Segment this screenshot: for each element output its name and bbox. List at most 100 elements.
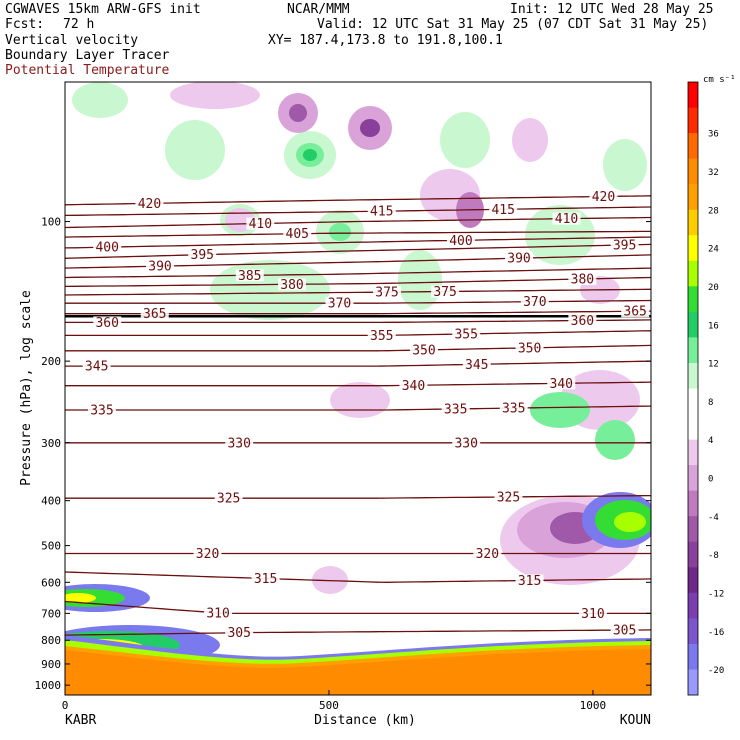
colorbar: 36 32 28 24 20 16 12 8 4 0 -4 -8 -12 -16 -20 — [687, 81, 724, 696]
theta-contour-line — [65, 243, 651, 259]
theta-contour-label: 320 — [476, 547, 499, 562]
theta-contour-label: 345 — [465, 358, 488, 373]
y-tick-label: 700 — [41, 607, 61, 620]
colorbar-swatch — [688, 133, 698, 160]
theta-label-bg — [225, 626, 254, 639]
theta-contour-label: 335 — [90, 404, 113, 419]
theta-contour-label: 400 — [95, 241, 118, 256]
left-tongue — [65, 593, 96, 603]
theta-label-bg — [446, 234, 475, 247]
colorbar-label: 32 — [708, 168, 719, 178]
field-boundary-layer-tracer: Boundary Layer Tracer — [5, 48, 170, 63]
colorbar-label: 20 — [708, 283, 719, 293]
theta-contour-label: 420 — [592, 190, 615, 205]
theta-contour-label: 345 — [85, 360, 108, 375]
theta-label-bg — [93, 241, 122, 254]
theta-label-bg — [225, 436, 254, 449]
x-axis-label: Distance (km) — [314, 713, 416, 728]
theta-label-bg — [610, 238, 639, 251]
colorbar-swatch — [688, 414, 698, 441]
theta-contour-label: 340 — [550, 377, 573, 392]
colorbar-swatch — [688, 158, 698, 185]
downdraft-blob — [360, 119, 380, 137]
theta-contour-line — [65, 405, 651, 411]
theta-contour-label: 365 — [143, 307, 166, 322]
theta-contour-label: 415 — [491, 203, 514, 218]
colorbar-label: -12 — [708, 589, 724, 599]
y-tick-label: 300 — [41, 437, 61, 450]
colorbar-swatch — [688, 643, 698, 670]
colorbar-swatch — [688, 286, 698, 313]
colorbar-swatch — [688, 592, 698, 619]
theta-label-bg — [93, 316, 122, 329]
colorbar-label: -20 — [708, 666, 724, 676]
colorbar-swatch — [688, 184, 698, 211]
theta-contour-label: 395 — [613, 238, 636, 253]
colorbar-swatch — [688, 107, 698, 134]
theta-contour-labels: 420 420 415 415 410 410 405 400 400 395 395 390 390 3… — [82, 190, 650, 641]
colorbar-swatch — [688, 567, 698, 594]
theta-contour-line — [65, 360, 651, 367]
theta-label-bg — [499, 402, 528, 415]
theta-label-bg — [489, 203, 518, 216]
updraft-region — [530, 392, 590, 428]
theta-contour-line — [65, 319, 651, 324]
theta-contour-label: 355 — [370, 329, 393, 344]
plot-frame — [64, 81, 652, 696]
colorbar-swatch — [688, 235, 698, 262]
theta-contour-label: 390 — [148, 260, 171, 275]
theta-label-bg — [214, 492, 243, 505]
updraft-blob — [303, 149, 317, 161]
theta-contour-label: 315 — [254, 572, 277, 587]
theta-label-bg — [568, 272, 597, 285]
theta-contour-label: 360 — [571, 314, 594, 329]
theta-label-bg — [409, 343, 438, 356]
theta-contour-label: 360 — [95, 316, 118, 331]
y-tick-label: 800 — [41, 634, 61, 647]
colorbar-label: -8 — [708, 551, 719, 561]
y-tick-label: 500 — [41, 540, 61, 553]
theta-label-bg — [283, 227, 312, 240]
theta-contour-label: 395 — [191, 248, 214, 263]
field-vertical-velocity: Vertical velocity — [5, 33, 139, 48]
theta-contour-line — [65, 330, 651, 337]
theta-contour-line — [65, 600, 651, 615]
colorbar-label: 28 — [708, 206, 719, 216]
theta-contour-label: 405 — [286, 227, 309, 242]
colorbar-swatch — [688, 388, 698, 415]
theta-contour-label: 310 — [206, 606, 229, 621]
field-potential-temperature: Potential Temperature — [5, 63, 170, 78]
theta-label-bg — [441, 402, 470, 415]
colorbar-label: -4 — [708, 513, 719, 523]
theta-contour-line — [65, 299, 651, 304]
colorbar-swatch — [688, 541, 698, 568]
colorbar-unit: cm s⁻¹ — [703, 75, 736, 85]
theta-label-bg — [140, 307, 169, 320]
theta-contour-line — [65, 276, 651, 288]
updraft-blob — [72, 82, 128, 118]
fcst-value: 72 h — [63, 17, 95, 32]
y-tick-label: 600 — [41, 576, 61, 589]
theta-contour-label: 375 — [375, 286, 398, 301]
theta-contour-label: 400 — [449, 234, 472, 249]
theta-contour-label: 410 — [249, 217, 272, 232]
theta-label-bg — [193, 547, 222, 560]
theta-contour-label: 355 — [454, 327, 477, 342]
theta-label-bg — [520, 295, 549, 308]
theta-label-bg — [325, 297, 354, 310]
theta-label-bg — [547, 377, 576, 390]
updraft-blob — [165, 120, 225, 180]
theta-label-bg — [589, 190, 618, 203]
theta-label-bg — [87, 404, 116, 417]
theta-label-bg — [578, 607, 607, 620]
theta-label-bg — [146, 260, 175, 273]
theta-contour-label: 415 — [370, 205, 393, 220]
x-tick-label: 0 — [62, 699, 69, 712]
colorbar-swatch — [688, 490, 698, 517]
theta-contour-line — [65, 206, 651, 217]
theta-contour-label: 305 — [227, 626, 250, 641]
model-title: CGWAVES 15km ARW-GFS init — [5, 2, 201, 17]
colorbar-label: 4 — [708, 436, 713, 446]
